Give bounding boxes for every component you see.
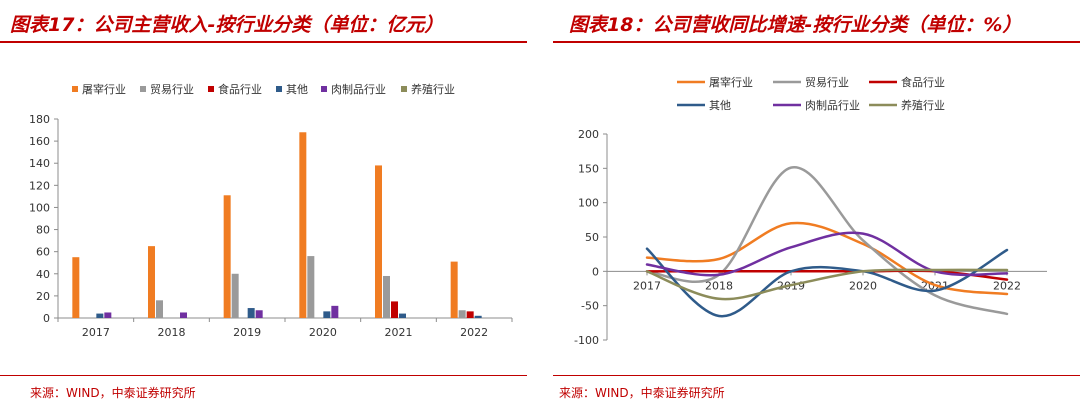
bar-其他-2019 (247, 308, 255, 318)
bar-食品行业-2022 (466, 311, 474, 318)
left-title-rule (0, 41, 527, 43)
legend-label-0: 屠宰行业 (709, 75, 753, 89)
y-tick-label-2: 0 (592, 265, 599, 278)
series-line-屠宰行业 (645, 221, 1009, 296)
bar-肉制品行业-2019 (255, 310, 263, 318)
x-tick-label-3: 2020 (849, 279, 877, 292)
bar-屠宰行业-2022 (450, 261, 458, 318)
legend-label-3: 其他 (709, 99, 731, 112)
bar-食品行业-2021 (391, 301, 398, 318)
y-tick-label-3: 50 (585, 231, 599, 244)
left-chart-panel: 图表17：公司主营收入-按行业分类（单位：亿元） 屠宰行业 贸易行业 食品行业 其他 肉… (0, 0, 527, 407)
bar-贸易行业-2021 (383, 275, 390, 318)
bar-贸易行业-2022 (458, 310, 466, 318)
legend-label-5: 养殖行业 (901, 98, 945, 112)
right-source-rule (553, 375, 1080, 376)
x-tick-label-0: 2017 (82, 326, 110, 339)
left-source: 来源：WIND，中泰证券研究所 (30, 386, 196, 400)
bar-其他-2022 (474, 315, 482, 318)
legend-swatch-5 (401, 86, 407, 92)
left-source-rule (0, 375, 527, 376)
y-tick-label-1: 20 (36, 290, 50, 303)
right-chart-panel: 图表18：公司营收同比增速-按行业分类（单位：%） 屠宰行业 贸易行业 食品行业其他… (553, 0, 1080, 407)
legend-label-0: 屠宰行业 (82, 82, 126, 96)
right-title-rule (553, 41, 1080, 43)
legend-label-4: 肉制品行业 (331, 83, 386, 96)
series-line-养殖行业 (645, 268, 1009, 301)
legend-label-5: 养殖行业 (411, 82, 455, 96)
x-tick-label-2: 2019 (233, 326, 261, 339)
legend-swatch-4 (321, 86, 327, 92)
bar-屠宰行业-2021 (375, 165, 382, 318)
x-tick-label-1: 2018 (158, 326, 186, 339)
legend-label-2: 食品行业 (901, 75, 945, 89)
series-line-贸易行业 (645, 166, 1009, 316)
y-tick-label-8: 160 (29, 135, 50, 148)
y-tick-label-0: 0 (43, 312, 50, 325)
x-tick-label-1: 2018 (705, 279, 733, 292)
right-source: 来源：WIND，中泰证券研究所 (559, 386, 725, 400)
x-tick-label-5: 2022 (460, 326, 488, 339)
legend-label-1: 贸易行业 (805, 76, 849, 89)
bar-肉制品行业-2018 (180, 312, 187, 318)
x-tick-label-0: 2017 (633, 279, 661, 292)
bar-其他-2017 (96, 313, 104, 318)
bar-肉制品行业-2020 (331, 305, 339, 318)
y-tick-label-2: 40 (36, 268, 50, 281)
y-tick-label-6: 120 (29, 179, 50, 192)
y-tick-label-4: 100 (578, 197, 599, 210)
legend-swatch-1 (140, 86, 146, 92)
bar-屠宰行业-2017 (72, 257, 80, 318)
legend-swatch-2 (208, 86, 214, 92)
x-tick-label-5: 2022 (993, 279, 1021, 292)
bar-贸易行业-2018 (156, 300, 163, 318)
y-tick-label-1: -50 (581, 300, 599, 313)
y-tick-label-5: 150 (578, 162, 599, 175)
y-tick-label-9: 180 (29, 113, 50, 126)
y-tick-label-5: 100 (29, 201, 50, 214)
left-chart-title: 图表17：公司主营收入-按行业分类（单位：亿元） (10, 14, 444, 36)
legend-label-3: 其他 (286, 83, 308, 96)
y-tick-label-7: 140 (29, 157, 50, 170)
legend-label-2: 食品行业 (218, 82, 262, 96)
bar-屠宰行业-2019 (223, 195, 231, 318)
series-line-其他 (645, 247, 1009, 318)
y-tick-label-0: -100 (574, 334, 599, 347)
bar-贸易行业-2019 (231, 273, 239, 318)
y-tick-label-4: 80 (36, 224, 50, 237)
y-tick-label-6: 200 (578, 128, 599, 141)
legend-swatch-3 (276, 86, 282, 92)
bar-chart: 屠宰行业 贸易行业 食品行业 其他 肉制品行业 养殖行业 0 20 40 60 80 100 120 14… (29, 82, 513, 339)
x-tick-label-4: 2021 (385, 326, 413, 339)
bar-屠宰行业-2020 (299, 132, 307, 318)
bar-贸易行业-2020 (307, 256, 315, 318)
bar-肉制品行业-2017 (104, 312, 112, 318)
legend-label-4: 肉制品行业 (805, 99, 860, 112)
x-tick-label-3: 2020 (309, 326, 337, 339)
legend-label-1: 贸易行业 (150, 83, 194, 96)
right-chart-title: 图表18：公司营收同比增速-按行业分类（单位：%） (569, 14, 1022, 36)
bar-其他-2021 (399, 313, 406, 318)
legend-swatch-0 (72, 86, 78, 92)
bar-屠宰行业-2018 (148, 246, 155, 318)
bar-其他-2020 (323, 311, 331, 318)
y-tick-label-3: 60 (36, 246, 50, 259)
series-line-肉制品行业 (645, 231, 1009, 277)
